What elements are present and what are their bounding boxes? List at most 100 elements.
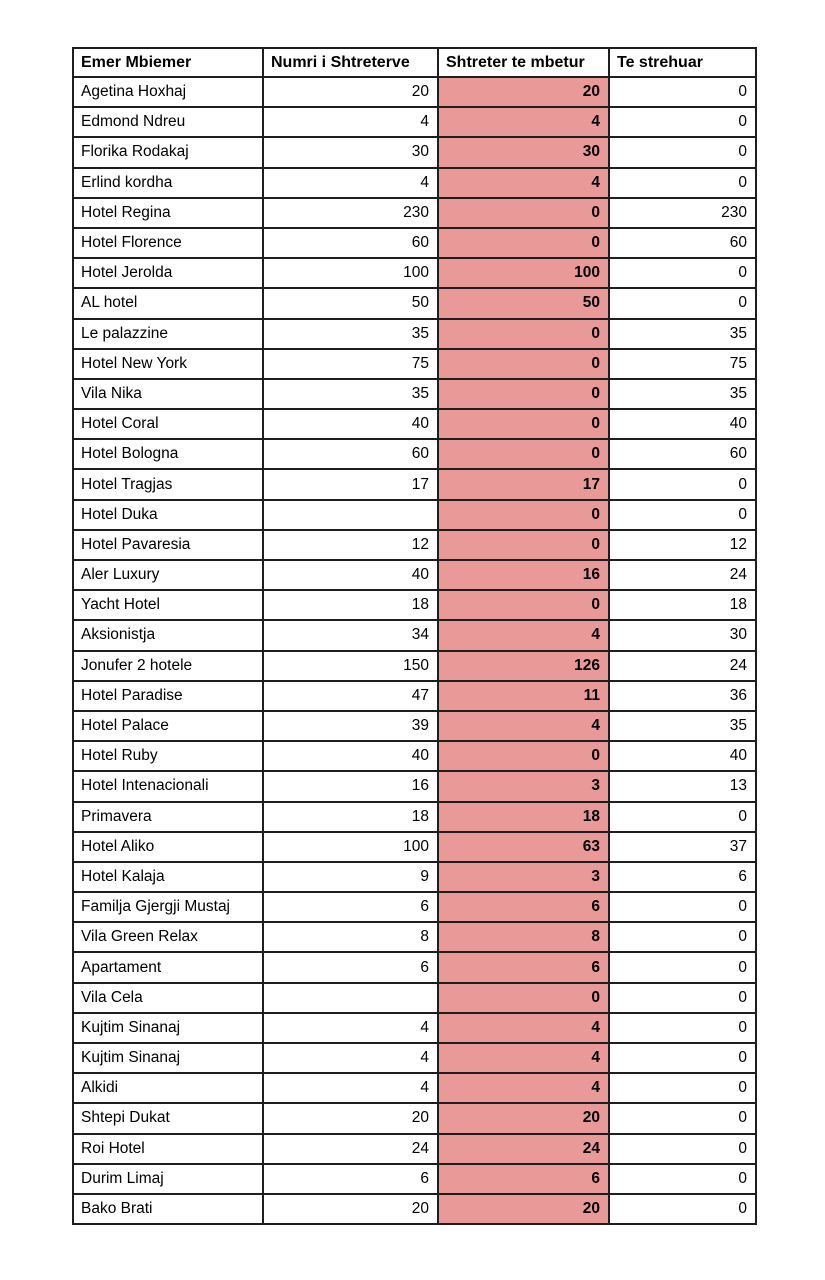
cell-name[interactable]: Hotel Ruby — [72, 740, 264, 773]
cell-beds-remaining[interactable]: 0 — [437, 377, 610, 411]
cell-name[interactable]: Alkidi — [72, 1072, 264, 1105]
cell-name[interactable]: Hotel Duka — [72, 498, 264, 531]
cell-housed[interactable]: 0 — [608, 468, 757, 501]
cell-housed[interactable]: 35 — [608, 709, 757, 743]
cell-name[interactable]: Familja Gjergji Mustaj — [72, 891, 264, 924]
cell-beds-remaining[interactable]: 0 — [437, 317, 610, 350]
cell-name[interactable]: Bako Brati — [72, 1192, 264, 1226]
cell-beds-remaining[interactable]: 0 — [437, 498, 610, 531]
cell-beds-remaining[interactable]: 100 — [437, 257, 610, 290]
cell-housed[interactable]: 0 — [608, 498, 757, 531]
cell-beds-total[interactable]: 35 — [262, 377, 439, 411]
cell-name[interactable]: Durim Limaj — [72, 1162, 264, 1195]
cell-housed[interactable]: 0 — [608, 800, 757, 833]
cell-housed[interactable]: 40 — [608, 740, 757, 773]
cell-beds-remaining[interactable]: 11 — [437, 679, 610, 712]
header-cell-te-strehuar[interactable]: Te strehuar — [608, 47, 757, 78]
cell-beds-total[interactable]: 50 — [262, 287, 439, 320]
cell-housed[interactable]: 0 — [608, 921, 757, 954]
cell-beds-remaining[interactable]: 6 — [437, 891, 610, 924]
cell-housed[interactable]: 40 — [608, 408, 757, 441]
cell-name[interactable]: Agetina Hoxhaj — [72, 75, 264, 109]
cell-beds-total[interactable]: 47 — [262, 679, 439, 712]
cell-beds-remaining[interactable]: 17 — [437, 468, 610, 501]
cell-housed[interactable]: 0 — [608, 1102, 757, 1135]
cell-beds-total[interactable]: 9 — [262, 860, 439, 894]
cell-housed[interactable]: 0 — [608, 951, 757, 984]
cell-housed[interactable]: 13 — [608, 770, 757, 803]
cell-housed[interactable]: 35 — [608, 317, 757, 350]
cell-name[interactable]: Hotel Paradise — [72, 679, 264, 712]
cell-beds-total[interactable]: 30 — [262, 136, 439, 169]
cell-name[interactable]: Aler Luxury — [72, 558, 264, 592]
cell-beds-total[interactable]: 18 — [262, 589, 439, 622]
header-cell-emer-mbiemer[interactable]: Emer Mbiemer — [72, 47, 264, 78]
cell-housed[interactable]: 24 — [608, 649, 757, 682]
cell-beds-remaining[interactable]: 6 — [437, 1162, 610, 1195]
cell-housed[interactable]: 75 — [608, 347, 757, 380]
cell-name[interactable]: Vila Green Relax — [72, 921, 264, 954]
cell-name[interactable]: Hotel Palace — [72, 709, 264, 743]
cell-name[interactable]: Hotel Jerolda — [72, 257, 264, 290]
cell-beds-total[interactable]: 60 — [262, 226, 439, 260]
cell-name[interactable]: Hotel Kalaja — [72, 860, 264, 894]
cell-beds-total[interactable]: 8 — [262, 921, 439, 954]
cell-housed[interactable]: 30 — [608, 619, 757, 652]
cell-name[interactable]: Primavera — [72, 800, 264, 833]
cell-name[interactable]: Yacht Hotel — [72, 589, 264, 622]
cell-beds-remaining[interactable]: 0 — [437, 196, 610, 229]
cell-beds-total[interactable]: 4 — [262, 166, 439, 199]
cell-beds-remaining[interactable]: 8 — [437, 921, 610, 954]
cell-beds-total[interactable]: 12 — [262, 528, 439, 562]
cell-beds-remaining[interactable]: 18 — [437, 800, 610, 833]
cell-name[interactable]: Hotel New York — [72, 347, 264, 380]
cell-housed[interactable]: 18 — [608, 589, 757, 622]
cell-beds-remaining[interactable]: 4 — [437, 166, 610, 199]
cell-beds-remaining[interactable]: 126 — [437, 649, 610, 682]
cell-housed[interactable]: 0 — [608, 136, 757, 169]
cell-housed[interactable]: 0 — [608, 166, 757, 199]
cell-name[interactable]: Hotel Regina — [72, 196, 264, 229]
cell-housed[interactable]: 0 — [608, 1041, 757, 1075]
cell-housed[interactable]: 0 — [608, 106, 757, 139]
cell-housed[interactable]: 0 — [608, 981, 757, 1014]
cell-name[interactable]: Florika Rodakaj — [72, 136, 264, 169]
cell-housed[interactable]: 0 — [608, 75, 757, 109]
cell-beds-total[interactable]: 34 — [262, 619, 439, 652]
cell-beds-total[interactable]: 6 — [262, 951, 439, 984]
cell-name[interactable]: Kujtim Sinanaj — [72, 1041, 264, 1075]
cell-beds-remaining[interactable]: 16 — [437, 558, 610, 592]
cell-beds-remaining[interactable]: 20 — [437, 1102, 610, 1135]
cell-name[interactable]: Aksionistja — [72, 619, 264, 652]
cell-beds-total[interactable]: 60 — [262, 438, 439, 471]
cell-beds-total[interactable] — [262, 498, 439, 531]
cell-beds-total[interactable]: 230 — [262, 196, 439, 229]
cell-name[interactable]: Hotel Aliko — [72, 830, 264, 863]
cell-housed[interactable]: 37 — [608, 830, 757, 863]
cell-name[interactable]: Erlind kordha — [72, 166, 264, 199]
cell-beds-remaining[interactable]: 3 — [437, 860, 610, 894]
cell-housed[interactable]: 24 — [608, 558, 757, 592]
cell-beds-total[interactable]: 18 — [262, 800, 439, 833]
cell-beds-remaining[interactable]: 0 — [437, 528, 610, 562]
cell-beds-total[interactable]: 4 — [262, 1041, 439, 1075]
cell-housed[interactable]: 12 — [608, 528, 757, 562]
cell-housed[interactable]: 0 — [608, 1162, 757, 1195]
cell-housed[interactable]: 0 — [608, 1072, 757, 1105]
cell-beds-total[interactable]: 6 — [262, 891, 439, 924]
cell-name[interactable]: Hotel Pavaresia — [72, 528, 264, 562]
cell-beds-remaining[interactable]: 4 — [437, 1041, 610, 1075]
cell-housed[interactable]: 0 — [608, 1011, 757, 1045]
cell-housed[interactable]: 60 — [608, 438, 757, 471]
header-cell-numri-shtreterve[interactable]: Numri i Shtreterve — [262, 47, 439, 78]
cell-beds-total[interactable] — [262, 981, 439, 1014]
cell-housed[interactable]: 60 — [608, 226, 757, 260]
cell-beds-remaining[interactable]: 4 — [437, 1011, 610, 1045]
cell-beds-remaining[interactable]: 3 — [437, 770, 610, 803]
cell-name[interactable]: Vila Cela — [72, 981, 264, 1014]
cell-name[interactable]: Hotel Tragjas — [72, 468, 264, 501]
cell-beds-remaining[interactable]: 63 — [437, 830, 610, 863]
cell-beds-total[interactable]: 35 — [262, 317, 439, 350]
cell-beds-remaining[interactable]: 6 — [437, 951, 610, 984]
cell-beds-remaining[interactable]: 4 — [437, 709, 610, 743]
